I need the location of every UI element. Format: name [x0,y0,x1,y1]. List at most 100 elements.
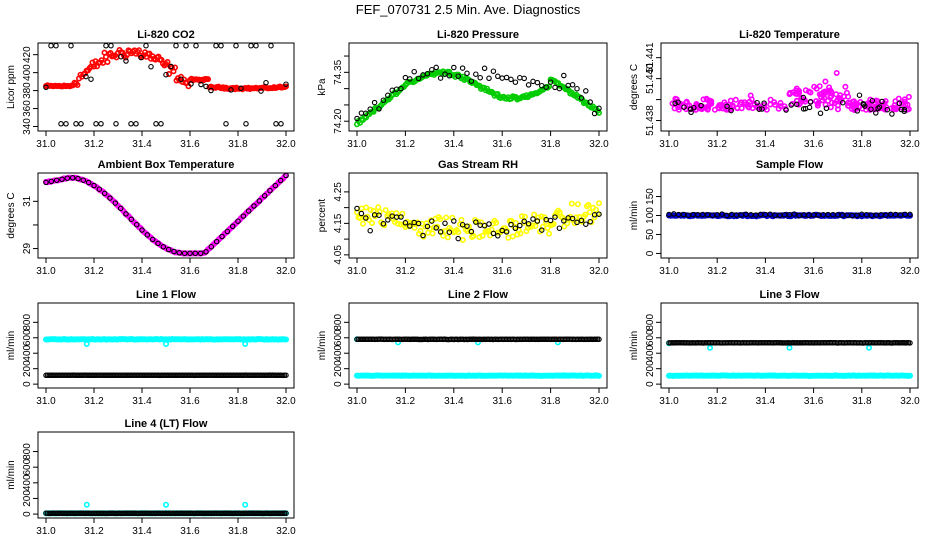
data-point [595,372,602,379]
data-point [898,106,905,113]
y-tick-label: 200 [22,490,33,507]
data-point [591,110,598,117]
data-point [749,105,756,112]
data-point [747,92,754,99]
data-point [459,237,466,244]
data-point [795,90,802,97]
plot-area [42,335,289,379]
data-point [437,216,444,223]
x-tick-label: 31.8 [541,266,561,277]
y-axis-label: ml/min [6,460,17,489]
data-point [568,200,575,207]
data-point [171,248,177,255]
data-point [88,76,94,82]
data-point [817,110,824,117]
data-point [367,106,373,112]
y-tick-label: 200 [333,360,344,377]
data-point [509,233,516,240]
x-tick-label: 31.8 [852,396,872,407]
data-point [550,221,557,228]
data-point [193,43,199,49]
data-point [83,340,90,347]
data-point [490,230,497,237]
data-point [767,101,774,108]
x-tick-label: 31.2 [84,396,104,407]
chart-title: Line 1 Flow [136,289,196,301]
data-point [104,58,111,65]
data-point [258,88,264,94]
data-point [433,64,439,71]
x-tick-label: 31.8 [852,266,872,277]
data-point [108,43,114,49]
x-tick-label: 31.8 [228,266,248,277]
series-raw-diagnostic [43,372,289,379]
x-tick-label: 31.4 [444,266,464,277]
data-point [149,236,156,243]
y-axis-label: degrees C [6,192,17,238]
plot-area [669,70,912,117]
plot-area [353,64,602,128]
data-point [732,96,739,103]
data-point [367,206,374,213]
data-point [517,74,523,81]
data-point [455,229,462,236]
data-point [534,218,541,224]
x-tick-label: 31.6 [804,139,824,150]
data-point [74,82,81,89]
data-point [117,205,124,212]
data-point [78,121,84,127]
y-axis-label: kPa [317,78,328,96]
data-point [854,212,860,219]
data-point [229,223,236,230]
data-point [574,201,581,208]
data-point [691,104,697,111]
data-point [547,79,554,85]
data-point [775,105,782,112]
data-point [371,99,378,106]
data-point [278,121,284,127]
data-point [451,218,457,224]
x-tick-label: 31.4 [132,266,152,277]
data-point [546,230,553,237]
x-tick-label: 31.2 [84,266,104,277]
data-point [93,121,99,127]
x-tick-label: 31.6 [804,266,824,277]
plot-area [665,211,913,220]
data-point [251,203,257,209]
x-tick-label: 31.6 [804,396,824,407]
data-point [148,63,154,70]
data-point [738,105,745,112]
data-point [166,71,173,78]
plot-area [42,43,289,127]
y-tick-label: 0 [645,381,656,387]
x-tick-label: 31.2 [396,266,416,277]
y-tick-label: 31 [22,195,33,207]
x-tick-label: 32.0 [276,139,296,150]
x-tick-label: 31.0 [347,396,367,407]
data-point [459,65,466,71]
data-point [869,97,876,104]
data-point [724,212,730,219]
plot-frame [348,302,608,389]
data-point [525,82,532,88]
data-point [848,105,855,112]
x-tick-label: 31.6 [180,396,200,407]
data-point [807,99,814,105]
data-point [219,233,225,240]
y-tick-label: 0 [22,511,33,517]
data-point [240,213,247,219]
data-point [583,221,589,227]
data-point [843,89,850,96]
x-tick-label: 31.8 [228,396,248,407]
data-point [468,78,475,84]
y-tick-label: 4.05 [333,245,344,265]
data-point [828,88,835,95]
data-point [802,105,809,112]
data-point [283,510,289,517]
data-point [429,230,436,237]
y-tick-label: 74.35 [333,59,344,84]
data-point [574,85,580,92]
data-point [521,213,528,220]
x-tick-label: 32.0 [900,396,920,407]
